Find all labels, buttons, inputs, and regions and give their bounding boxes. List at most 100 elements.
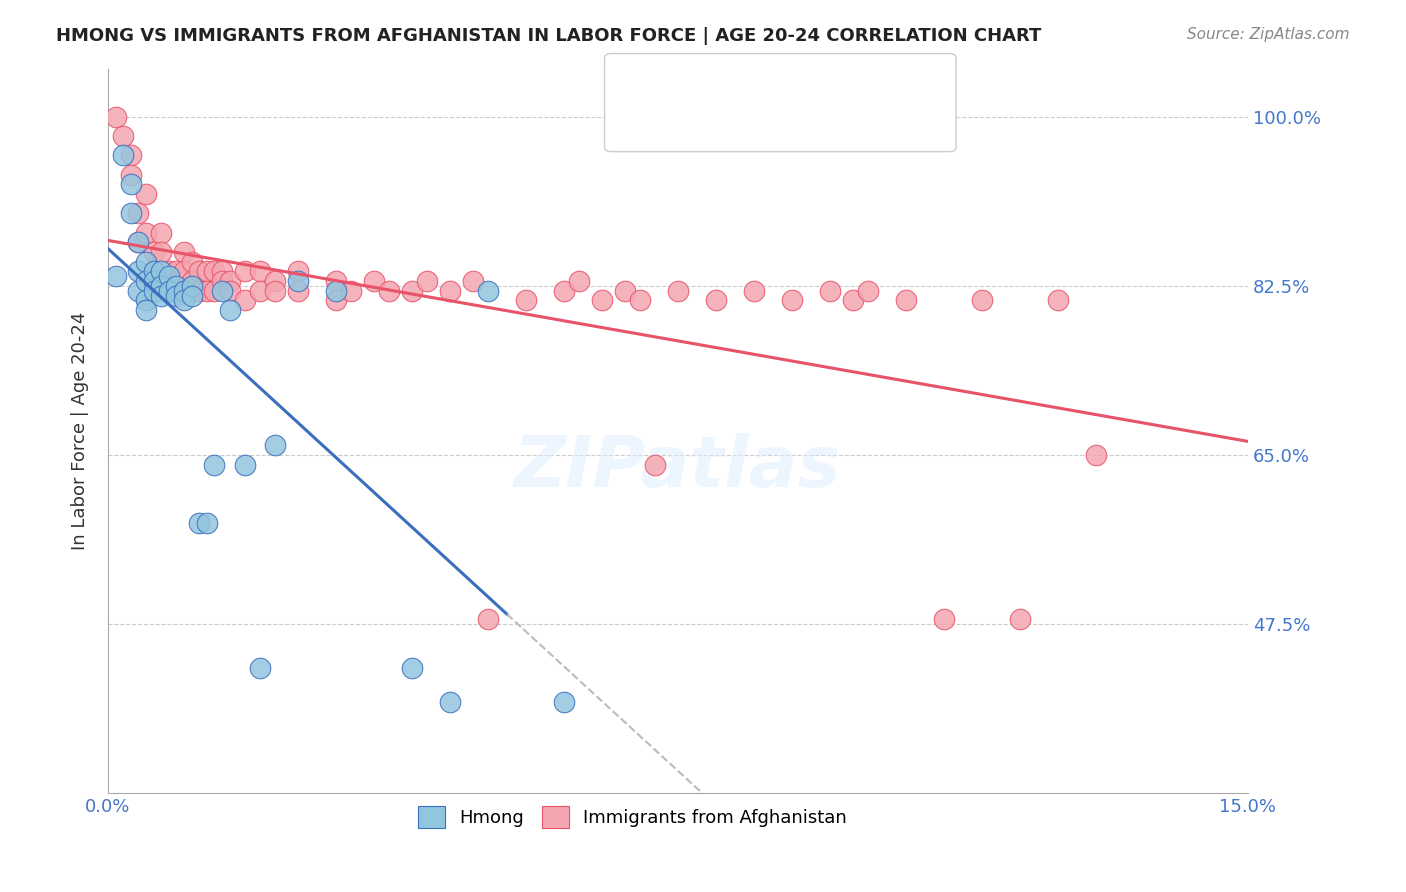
Text: N =: N = [773,116,810,134]
Point [180,279,202,293]
Point [157,269,180,284]
Point [439,694,461,708]
Point [157,284,180,298]
Point [401,284,423,298]
Text: HMONG VS IMMIGRANTS FROM AFGHANISTAN IN LABOR FORCE | AGE 20-24 CORRELATION CHAR: HMONG VS IMMIGRANTS FROM AFGHANISTAN IN … [56,27,1042,45]
Point [1008,612,1031,626]
Point [150,279,173,293]
Point [135,303,157,318]
Point [142,264,165,278]
Point [591,293,613,308]
Point [188,284,211,298]
Point [173,293,195,308]
Point [180,274,202,288]
Point [135,226,157,240]
Point [363,274,385,288]
Point [157,264,180,278]
Point [142,284,165,298]
Point [378,284,401,298]
Point [233,458,256,472]
Point [841,293,863,308]
Point [628,293,651,308]
Point [325,293,347,308]
Point [218,274,240,288]
Text: ZIPatlas: ZIPatlas [515,433,842,501]
Point [211,284,233,298]
Point [970,293,993,308]
Point [613,284,636,298]
Point [112,148,135,162]
Point [142,274,165,288]
Point [165,288,187,302]
Point [180,255,202,269]
Point [104,110,127,124]
Point [165,279,187,293]
Point [932,612,955,626]
Point [135,274,157,288]
Point [165,284,187,298]
Point [264,274,287,288]
Point [211,274,233,288]
Point [188,516,211,530]
Point [568,274,591,288]
Point [135,255,157,269]
Y-axis label: In Labor Force | Age 20-24: In Labor Force | Age 20-24 [72,311,89,550]
Text: Source: ZipAtlas.com: Source: ZipAtlas.com [1187,27,1350,42]
Point [553,284,575,298]
Point [287,284,309,298]
Point [127,264,149,278]
Point [249,284,271,298]
Point [249,661,271,675]
Point [340,284,363,298]
Point [461,274,484,288]
Point [180,288,202,302]
Point [188,264,211,278]
Point [1046,293,1069,308]
Point [150,288,173,302]
Text: N =: N = [773,80,810,98]
Point [780,293,803,308]
Point [233,264,256,278]
Text: R =: R = [647,80,683,98]
Point [644,458,666,472]
Point [127,284,149,298]
Point [553,694,575,708]
Point [142,245,165,260]
Point [135,187,157,202]
Point [287,264,309,278]
Point [233,293,256,308]
Point [142,264,165,278]
Point [818,284,841,298]
Point [120,168,142,182]
Point [894,293,917,308]
Point [401,661,423,675]
Point [127,206,149,220]
Point [120,148,142,162]
Point [856,284,879,298]
Point [439,284,461,298]
Point [165,264,187,278]
Point [325,274,347,288]
Point [173,264,195,278]
Point [173,284,195,298]
Point [477,284,499,298]
Point [264,284,287,298]
Point [127,235,149,250]
Point [287,274,309,288]
Point [1084,448,1107,462]
Point [704,293,727,308]
Point [202,458,225,472]
Point [120,206,142,220]
Point [104,269,127,284]
Point [202,284,225,298]
Point [195,516,218,530]
Point [202,264,225,278]
Point [416,274,439,288]
Point [218,284,240,298]
Text: R =: R = [647,116,683,134]
Point [135,293,157,308]
Point [211,264,233,278]
Point [150,245,173,260]
Point [195,264,218,278]
Text: -0.282: -0.282 [675,80,728,98]
